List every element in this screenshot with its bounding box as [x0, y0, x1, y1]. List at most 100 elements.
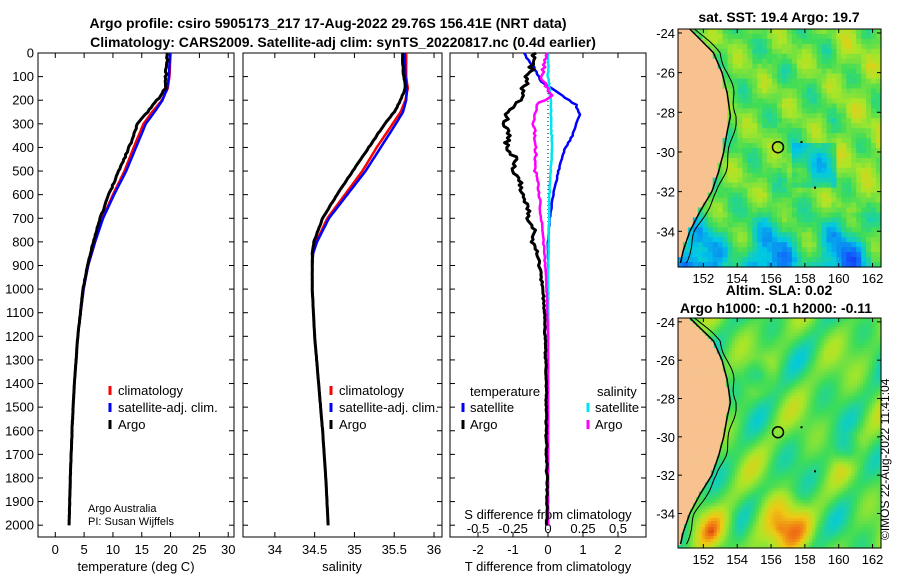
y-tick-label: 0 [27, 46, 34, 61]
heatmap-cell [794, 374, 799, 379]
heatmap-cell [781, 262, 788, 268]
y-tick-label: 1300 [5, 352, 34, 367]
heatmap-cell [752, 404, 757, 409]
heatmap-cell [854, 350, 858, 355]
heatmap-cell [761, 398, 766, 403]
heatmap-cell [786, 212, 793, 219]
heatmap-cell [869, 392, 873, 397]
heatmap-cell [777, 128, 783, 134]
heatmap-cell [732, 113, 739, 119]
heatmap-cell [678, 138, 684, 144]
heatmap-cell [821, 217, 828, 223]
heatmap-cell [821, 326, 825, 331]
heatmap-cell [786, 217, 793, 223]
heatmap-cell [767, 434, 772, 439]
heatmap-cell [826, 187, 833, 194]
heatmap-cell [722, 350, 727, 355]
heatmap-cell [707, 133, 714, 139]
heatmap-cell [752, 368, 757, 373]
heatmap-cell [692, 350, 697, 355]
heatmap-cell [848, 407, 852, 412]
heatmap-cell [818, 404, 822, 409]
heatmap-cell [683, 374, 688, 379]
heatmap-cell [770, 365, 775, 370]
heatmap-cell [725, 326, 730, 331]
heatmap-cell [841, 78, 847, 85]
heatmap-cell [734, 335, 739, 340]
heatmap-cell [812, 383, 816, 388]
heatmap-cell [722, 347, 727, 352]
heatmap-cell [752, 98, 758, 104]
heatmap-cell [818, 341, 822, 346]
heatmap-cell [752, 350, 757, 355]
heatmap-cell [815, 318, 819, 322]
heatmap-cell [781, 207, 788, 214]
heatmap-cell [811, 143, 818, 149]
heatmap-cell [678, 389, 682, 394]
heatmap-cell [806, 33, 813, 40]
heatmap-cell [737, 83, 743, 90]
heatmap-cell [722, 78, 729, 85]
heatmap-cell [762, 33, 768, 40]
heatmap-cell [786, 207, 793, 214]
heatmap-cell [812, 353, 816, 358]
heatmap-cell [871, 43, 877, 50]
heatmap-cell [786, 108, 793, 114]
heatmap-cell [846, 38, 852, 45]
heatmap-cell [830, 407, 834, 412]
heatmap-cell [725, 404, 730, 409]
heatmap-cell [821, 395, 825, 400]
heatmap-cell [816, 108, 823, 114]
heatmap-cell [740, 353, 745, 358]
heatmap-cell [767, 83, 773, 90]
heatmap-cell [737, 374, 742, 379]
heatmap-cell [678, 207, 684, 214]
heatmap-cell [786, 187, 793, 194]
heatmap-cell [846, 157, 852, 164]
heatmap-cell [866, 192, 872, 199]
heatmap-cell [845, 347, 849, 352]
heatmap-cell [747, 172, 753, 179]
heatmap-cell [704, 413, 709, 418]
heatmap-cell [806, 428, 810, 433]
heatmap-cell [796, 167, 803, 174]
heatmap-cell [701, 407, 706, 412]
heatmap-cell [747, 237, 753, 243]
heatmap-cell [812, 395, 816, 400]
heatmap-cell [811, 207, 818, 214]
heatmap-cell [717, 43, 724, 50]
heatmap-cell [876, 247, 882, 253]
heatmap-cell [811, 83, 818, 90]
heatmap-cell [826, 152, 833, 159]
heatmap-cell [806, 73, 813, 80]
heatmap-cell [803, 365, 807, 370]
heatmap-cell [762, 138, 768, 144]
heatmap-cell [770, 404, 775, 409]
heatmap-cell [687, 162, 694, 169]
heatmap-cell [851, 237, 857, 243]
heatmap-cell [772, 68, 778, 75]
heatmap-cell [707, 392, 712, 397]
heatmap-cell [836, 257, 842, 263]
heatmap-cell [773, 401, 778, 406]
heatmap-cell [841, 242, 847, 248]
heatmap-cell [786, 227, 793, 233]
heatmap-cell [836, 389, 840, 394]
heatmap-cell [827, 377, 831, 382]
heatmap-cell [851, 262, 857, 268]
heatmap-cell [737, 359, 742, 364]
heatmap-cell [826, 167, 833, 174]
heatmap-cell [821, 138, 828, 144]
heatmap-cell [842, 338, 846, 343]
lat-tick-label: -30 [656, 145, 675, 160]
heatmap-cell [678, 167, 684, 174]
heatmap-cell [876, 262, 882, 268]
heatmap-cell [737, 326, 742, 331]
heatmap-cell [826, 148, 833, 154]
heatmap-cell [836, 247, 842, 253]
heatmap-cell [809, 407, 813, 412]
heatmap-cell [686, 437, 691, 442]
heatmap-cell [811, 257, 818, 263]
heatmap-cell [772, 172, 778, 179]
heatmap-cell [827, 365, 831, 370]
